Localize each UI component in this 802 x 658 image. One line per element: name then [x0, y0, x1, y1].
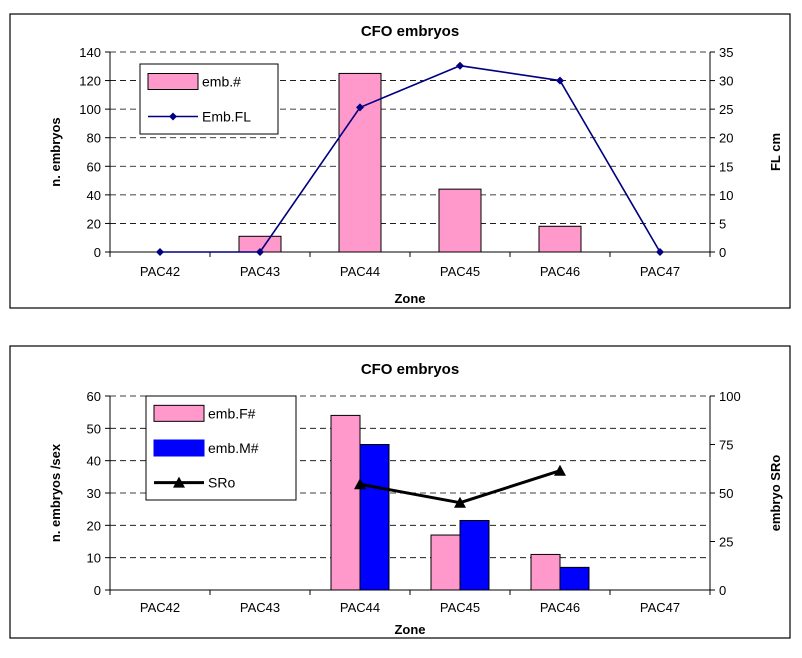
- chart-2-y-tick-label: 20: [87, 518, 101, 533]
- chart-1-y2-tick-label: 5: [719, 216, 726, 231]
- chart-1-line-marker: [156, 248, 164, 256]
- chart-2-bar-emb-f-: [530, 553, 561, 591]
- chart-2-bar-emb-f-: [430, 534, 461, 591]
- chart-2-x-axis-label: Zone: [394, 622, 425, 637]
- chart-1-line-marker: [356, 103, 364, 112]
- chart-2-y-tick-label: 30: [87, 486, 101, 501]
- chart-2-title: CFO embryos: [361, 361, 459, 378]
- chart-1-legend-marker: [169, 112, 177, 121]
- chart-1-y-tick-label: 0: [94, 245, 101, 260]
- chart-2-line-segment: [359, 482, 461, 505]
- chart-1-bar-emb-: [438, 188, 482, 253]
- chart-2-x-tick-label: PAC44: [340, 600, 380, 615]
- chart-1-y-tick-label: 140: [79, 45, 101, 60]
- chart-2-x-tick-label: PAC46: [540, 600, 580, 615]
- chart-panel-2: CFO embryos 0 10 20 30 40 50 60 0 25 50 75 100 PAC42 P…: [0, 332, 802, 658]
- chart-2-bar-emb-m-: [459, 519, 490, 591]
- chart-1-y2-tick-label: 20: [719, 131, 733, 146]
- chart-panel-1: CFO embryos 0 20 40 60 80 100 120 140 0 5 10 15 20 25 3…: [9, 13, 791, 309]
- chart-1-y2-axis-label: FL cm: [768, 133, 783, 171]
- chart-1-y-tick-label: 120: [79, 74, 101, 89]
- chart-1-x-axis-label: Zone: [394, 291, 425, 306]
- chart-1-y-tick-label: 60: [87, 159, 101, 174]
- chart-2-legend-swatch: [153, 404, 205, 422]
- chart-2-y-tick-label: 0: [94, 583, 101, 598]
- chart-2-line-marker: [454, 496, 466, 508]
- chart-2-bar-emb-m-: [359, 444, 390, 591]
- chart-2-legend-swatch: [153, 439, 205, 457]
- chart-2-bar-emb-f-: [330, 414, 361, 591]
- chart-1-x-tick-label: PAC43: [240, 264, 280, 279]
- chart-1-title: CFO embryos: [361, 23, 459, 40]
- chart-2-y2-tick-label: 50: [719, 486, 733, 501]
- chart-2-legend-marker: [173, 476, 185, 488]
- chart-2-y2-tick-label: 25: [719, 535, 733, 550]
- chart-2-y2-tick-label: 0: [719, 583, 726, 598]
- chart-1-y2-tick-label: 30: [719, 74, 733, 89]
- chart-1-line-segment: [459, 64, 561, 82]
- chart-2-x-tick-label: PAC42: [140, 600, 180, 615]
- chart-1-x-tick-label: PAC42: [140, 264, 180, 279]
- chart-1-line-segment: [359, 64, 461, 109]
- chart-1-bar-emb-: [538, 225, 582, 253]
- chart-2-y-tick-label: 10: [87, 551, 101, 566]
- chart-1-legend-swatch: [147, 73, 199, 90]
- chart-2-line-segment: [459, 469, 561, 505]
- chart-2-x-tick-label: PAC47: [640, 600, 680, 615]
- chart-1-frame: [9, 13, 791, 309]
- chart-1-y-axis-label: n. embryos: [48, 117, 63, 186]
- chart-1-x-tick-label: PAC47: [640, 264, 680, 279]
- chart-1-svg: CFO embryos 0 20 40 60 80 100 120 140 0 5 10 15 20 25 3…: [9, 13, 791, 309]
- chart-2-y2-tick-label: 100: [719, 389, 741, 404]
- chart-2-y2-axis-label: embryo SRo: [768, 455, 783, 532]
- chart-2-line-marker: [554, 464, 566, 476]
- chart-1-line-marker: [456, 61, 464, 70]
- chart-1-line-marker: [556, 76, 564, 85]
- chart-2-y-axis-label: n. embryos /sex: [48, 443, 63, 542]
- chart-2-legend-label: emb.M#: [208, 440, 259, 456]
- chart-1-line-marker: [656, 248, 664, 256]
- chart-1-y2-tick-label: 10: [719, 188, 733, 203]
- chart-1-x-tick-label: PAC46: [540, 264, 580, 279]
- chart-1-y-tick-label: 80: [87, 131, 101, 146]
- chart-2-y2-tick-label: 75: [719, 438, 733, 453]
- chart-1-legend-label: emb.#: [202, 74, 241, 90]
- chart-1-line-segment: [259, 106, 361, 253]
- chart-2-y-tick-label: 40: [87, 454, 101, 469]
- chart-1-y-tick-label: 40: [87, 188, 101, 203]
- chart-2-x-tick-label: PAC45: [440, 600, 480, 615]
- chart-1-line-marker: [256, 248, 264, 256]
- chart-1-y2-tick-label: 35: [719, 45, 733, 60]
- chart-2-legend-label: emb.F#: [208, 405, 256, 421]
- chart-2-y-tick-label: 50: [87, 421, 101, 436]
- chart-1-line-segment: [559, 80, 661, 253]
- chart-2-y-tick-label: 60: [87, 389, 101, 404]
- chart-1-y-tick-label: 20: [87, 216, 101, 231]
- chart-2-bar-emb-m-: [559, 566, 590, 591]
- chart-1-y2-tick-label: 15: [719, 159, 733, 174]
- chart-1-bar-emb-: [338, 72, 382, 253]
- chart-1-x-tick-label: PAC45: [440, 264, 480, 279]
- chart-2-x-tick-label: PAC43: [240, 600, 280, 615]
- chart-1-y2-tick-label: 0: [719, 245, 726, 260]
- chart-1-legend-label: Emb.FL: [202, 109, 251, 125]
- chart-1-x-tick-label: PAC44: [340, 264, 380, 279]
- chart-2-line-marker: [354, 478, 366, 490]
- chart-2-legend-label: SRo: [208, 475, 235, 491]
- chart-1-y2-tick-label: 25: [719, 102, 733, 117]
- chart-2-svg: CFO embryos 0 10 20 30 40 50 60 0 25 50 75 100 PAC42 P…: [9, 345, 791, 639]
- chart-1-y-tick-label: 100: [79, 102, 101, 117]
